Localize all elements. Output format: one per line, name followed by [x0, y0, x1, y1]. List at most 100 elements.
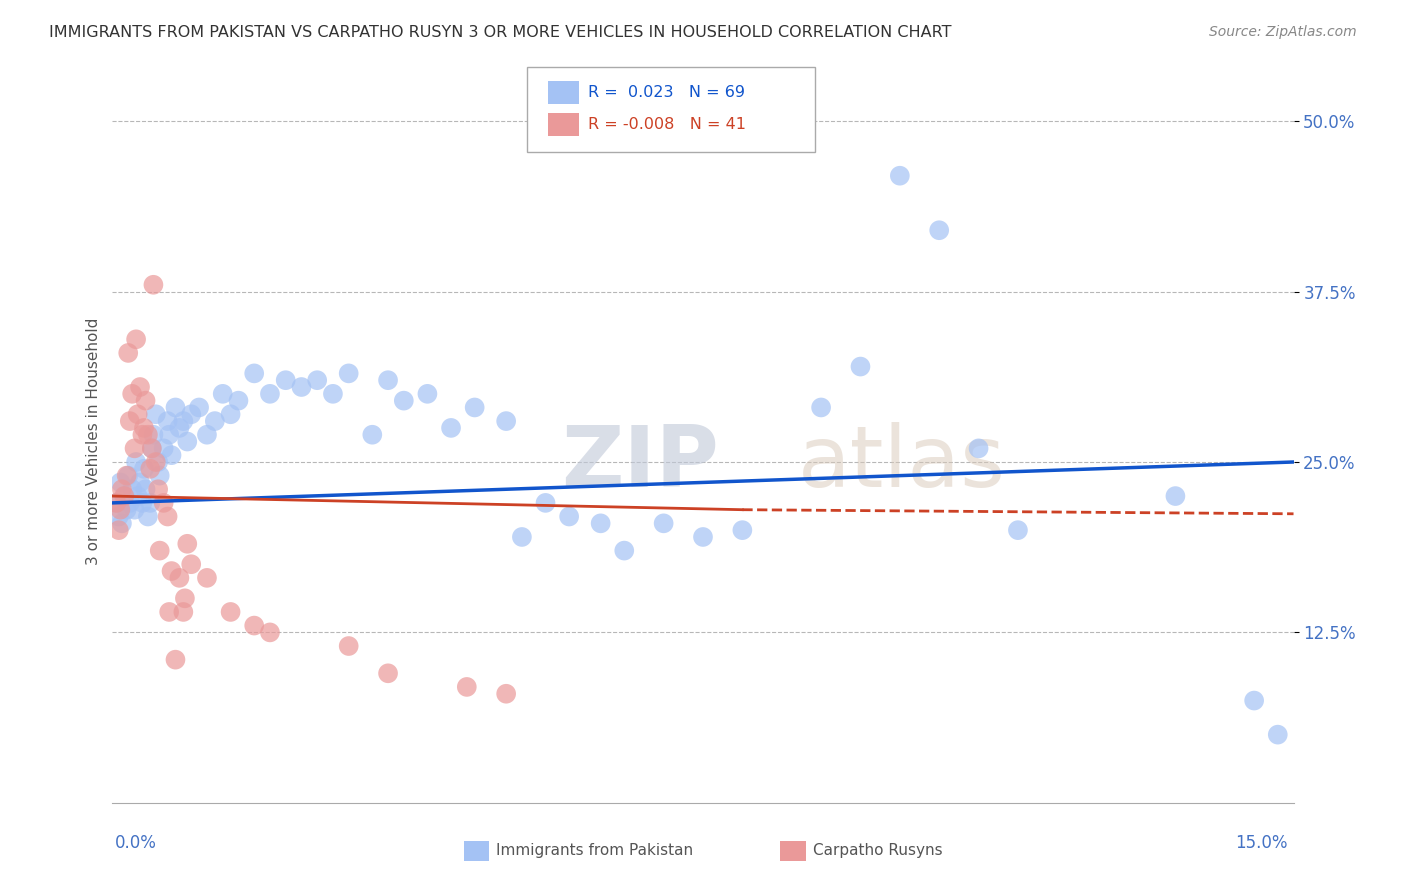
Point: [111, 482, 134, 496]
Point: [152, 496, 174, 510]
Point: [121, 387, 143, 401]
Point: [105, 496, 128, 510]
Point: [127, 407, 149, 421]
Point: [392, 393, 415, 408]
Point: [1267, 728, 1289, 742]
Point: [160, 448, 183, 462]
Point: [112, 489, 135, 503]
Point: [131, 496, 153, 510]
Point: [307, 373, 329, 387]
Point: [110, 502, 132, 516]
Point: [1164, 489, 1187, 503]
Point: [259, 387, 281, 401]
Point: [180, 407, 202, 421]
Point: [495, 687, 517, 701]
Point: [160, 564, 183, 578]
Point: [149, 468, 172, 483]
Point: [142, 277, 165, 292]
Point: [145, 407, 167, 421]
Point: [928, 223, 950, 237]
Point: [169, 421, 191, 435]
Point: [967, 442, 990, 456]
Point: [165, 401, 187, 415]
Text: 0.0%: 0.0%: [115, 834, 157, 852]
Point: [124, 502, 146, 516]
Point: [152, 442, 174, 456]
Point: [377, 666, 399, 681]
Point: [125, 455, 148, 469]
Point: [139, 462, 162, 476]
Point: [136, 509, 159, 524]
Point: [141, 442, 163, 456]
Point: [117, 346, 139, 360]
Point: [849, 359, 872, 374]
Point: [322, 387, 344, 401]
Point: [157, 605, 180, 619]
Text: Source: ZipAtlas.com: Source: ZipAtlas.com: [1209, 25, 1357, 39]
Point: [692, 530, 714, 544]
Point: [290, 380, 312, 394]
Point: [211, 387, 233, 401]
Point: [121, 482, 143, 496]
Point: [135, 393, 157, 408]
Point: [243, 618, 266, 632]
Text: Immigrants from Pakistan: Immigrants from Pakistan: [496, 844, 693, 858]
Point: [169, 571, 191, 585]
Text: 15.0%: 15.0%: [1236, 834, 1288, 852]
Point: [124, 442, 146, 456]
Point: [219, 407, 242, 421]
Point: [456, 680, 478, 694]
Point: [132, 462, 155, 476]
Point: [180, 558, 202, 572]
Point: [156, 414, 179, 428]
Text: atlas: atlas: [797, 422, 1005, 505]
Point: [131, 427, 153, 442]
Text: ZIP: ZIP: [561, 422, 718, 505]
Point: [731, 523, 754, 537]
Point: [176, 537, 198, 551]
Point: [146, 482, 169, 496]
Point: [107, 523, 129, 537]
Point: [464, 401, 486, 415]
Point: [129, 475, 152, 490]
Point: [118, 496, 141, 510]
Point: [132, 421, 155, 435]
Point: [136, 427, 159, 442]
Point: [195, 427, 218, 442]
Point: [172, 414, 194, 428]
Point: [613, 543, 636, 558]
Point: [274, 373, 297, 387]
Point: [127, 489, 149, 503]
Point: [416, 387, 439, 401]
Point: [117, 468, 139, 483]
Point: [495, 414, 517, 428]
Point: [157, 427, 180, 442]
Point: [195, 571, 218, 585]
Point: [361, 427, 384, 442]
Point: [377, 373, 399, 387]
Point: [142, 427, 165, 442]
Point: [337, 639, 360, 653]
Point: [558, 509, 581, 524]
Point: [259, 625, 281, 640]
Point: [172, 605, 194, 619]
Point: [219, 605, 242, 619]
Point: [105, 496, 128, 510]
Point: [149, 543, 172, 558]
Point: [156, 509, 179, 524]
Point: [146, 455, 169, 469]
Point: [243, 367, 266, 381]
Point: [125, 332, 148, 346]
Point: [107, 509, 129, 524]
Point: [440, 421, 463, 435]
Point: [204, 414, 226, 428]
Point: [115, 468, 138, 483]
Text: R =  0.023   N = 69: R = 0.023 N = 69: [588, 86, 745, 100]
Point: [1243, 693, 1265, 707]
Point: [228, 393, 250, 408]
Point: [115, 502, 138, 516]
Point: [135, 482, 157, 496]
Point: [145, 455, 167, 469]
Point: [141, 442, 163, 456]
Text: IMMIGRANTS FROM PAKISTAN VS CARPATHO RUSYN 3 OR MORE VEHICLES IN HOUSEHOLD CORRE: IMMIGRANTS FROM PAKISTAN VS CARPATHO RUS…: [49, 25, 952, 40]
